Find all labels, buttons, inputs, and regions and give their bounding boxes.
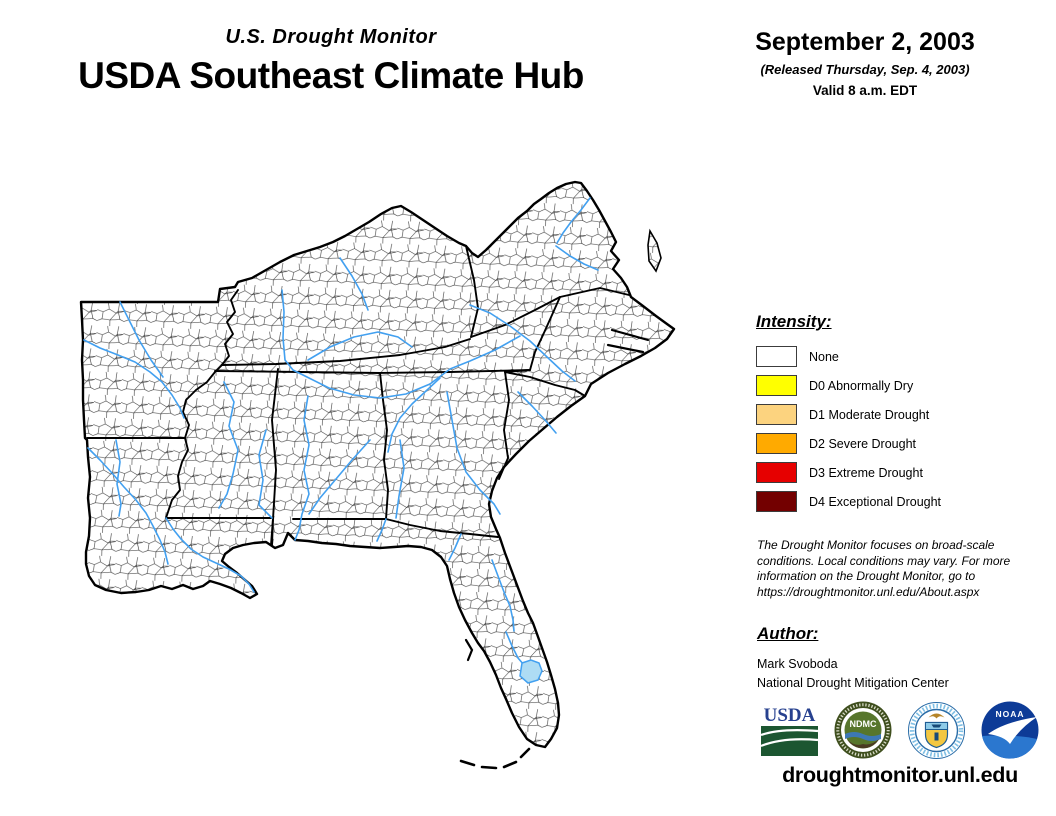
legend-item-none: None (756, 342, 1036, 371)
commerce-seal (908, 701, 965, 759)
noaa-logo: NOAA (981, 701, 1039, 759)
usda-logo: USDA (761, 704, 818, 756)
legend-heading: Intensity: (756, 312, 832, 331)
swatch-d4 (756, 491, 797, 512)
disclaimer-text: The Drought Monitor focuses on broad-sca… (757, 538, 1011, 599)
author-heading: Author: (757, 624, 819, 643)
legend-item-d2: D2 Severe Drought (756, 429, 1036, 458)
title-block: U.S. Drought Monitor USDA Southeast Clim… (0, 26, 662, 97)
delmarva-peninsula (647, 228, 662, 273)
legend-item-d1: D1 Moderate Drought (756, 400, 1036, 429)
legend-item-d4: D4 Exceptional Drought (756, 487, 1036, 516)
logo-row: USDA NDMC NOAA (761, 701, 1039, 759)
legend-rows: None D0 Abnormally Dry D1 Moderate Droug… (756, 342, 1036, 516)
footer-url: droughtmonitor.unl.edu (782, 763, 1018, 787)
state-borders (86, 245, 630, 546)
usda-logo-text: USDA (764, 705, 816, 726)
date-block: September 2, 2003 (Released Thursday, Se… (700, 28, 1030, 98)
legend-label: D1 Moderate Drought (809, 407, 930, 422)
legend-item-d0: D0 Abnormally Dry (756, 371, 1036, 400)
ndmc-logo-text: NDMC (850, 719, 877, 729)
noaa-logo-text: NOAA (995, 709, 1024, 719)
map-region-outline (79, 180, 676, 749)
author-organization: National Drought Mitigation Center (757, 676, 949, 690)
swatch-d2 (756, 433, 797, 454)
legend-label: None (809, 349, 839, 364)
released-date: (Released Thursday, Sep. 4, 2003) (760, 62, 970, 77)
author-name: Mark Svoboda (757, 657, 838, 671)
swatch-d3 (756, 462, 797, 483)
lake-okeechobee (519, 659, 543, 684)
ndmc-logo: NDMC (834, 701, 892, 759)
page-title: USDA Southeast Climate Hub (78, 55, 584, 96)
legend-label: D4 Exceptional Drought (809, 494, 942, 509)
author-block: Author: Mark Svoboda National Drought Mi… (757, 624, 1047, 693)
swatch-d0 (756, 375, 797, 396)
legend-item-d3: D3 Extreme Drought (756, 458, 1036, 487)
legend-label: D0 Abnormally Dry (809, 378, 914, 393)
legend-label: D3 Extreme Drought (809, 465, 923, 480)
coastal-features (459, 328, 650, 770)
intensity-legend: Intensity: None D0 Abnormally Dry D1 Mod… (756, 312, 1036, 516)
program-title: U.S. Drought Monitor (225, 26, 437, 48)
swatch-d1 (756, 404, 797, 425)
map-date: September 2, 2003 (755, 28, 975, 56)
swatch-none (756, 346, 797, 367)
rivers (83, 197, 599, 666)
valid-time: Valid 8 a.m. EDT (812, 83, 918, 98)
legend-label: D2 Severe Drought (809, 436, 917, 451)
